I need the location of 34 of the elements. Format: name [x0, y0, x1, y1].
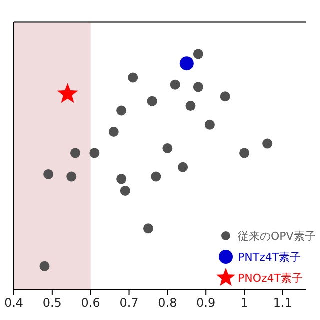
point — [220, 92, 230, 102]
point — [186, 101, 196, 112]
point — [204, 120, 215, 130]
point — [178, 162, 188, 172]
point — [143, 224, 154, 234]
point — [193, 82, 204, 92]
x-tick-label: 0.9 — [196, 296, 216, 310]
x-tick-label: 1 — [240, 296, 248, 310]
point — [120, 186, 130, 196]
point — [66, 172, 77, 182]
point — [44, 169, 54, 180]
legend-label: PNOz4T素子 — [238, 272, 304, 285]
x-tick-label: 0.7 — [120, 296, 139, 310]
point — [170, 80, 180, 90]
legend-label: 従来のOPV素子 — [238, 230, 316, 243]
point — [70, 148, 80, 158]
point — [108, 126, 119, 137]
point — [147, 96, 158, 106]
point — [128, 72, 138, 83]
point — [240, 148, 250, 158]
x-tick-label: 0.5 — [42, 296, 62, 310]
point — [40, 261, 50, 272]
point — [116, 106, 127, 116]
point — [193, 49, 204, 60]
legend-label: PNTz4T素子 — [238, 251, 302, 264]
point — [151, 172, 162, 182]
x-tick-label: 0.4 — [4, 296, 24, 310]
point — [262, 138, 273, 149]
point — [116, 174, 127, 184]
x-tick-label: 0.8 — [158, 296, 178, 310]
point — [162, 143, 173, 154]
x-tick-label: 0.6 — [81, 296, 100, 310]
x-tick-label: 1.1 — [273, 296, 292, 310]
point — [90, 148, 100, 158]
